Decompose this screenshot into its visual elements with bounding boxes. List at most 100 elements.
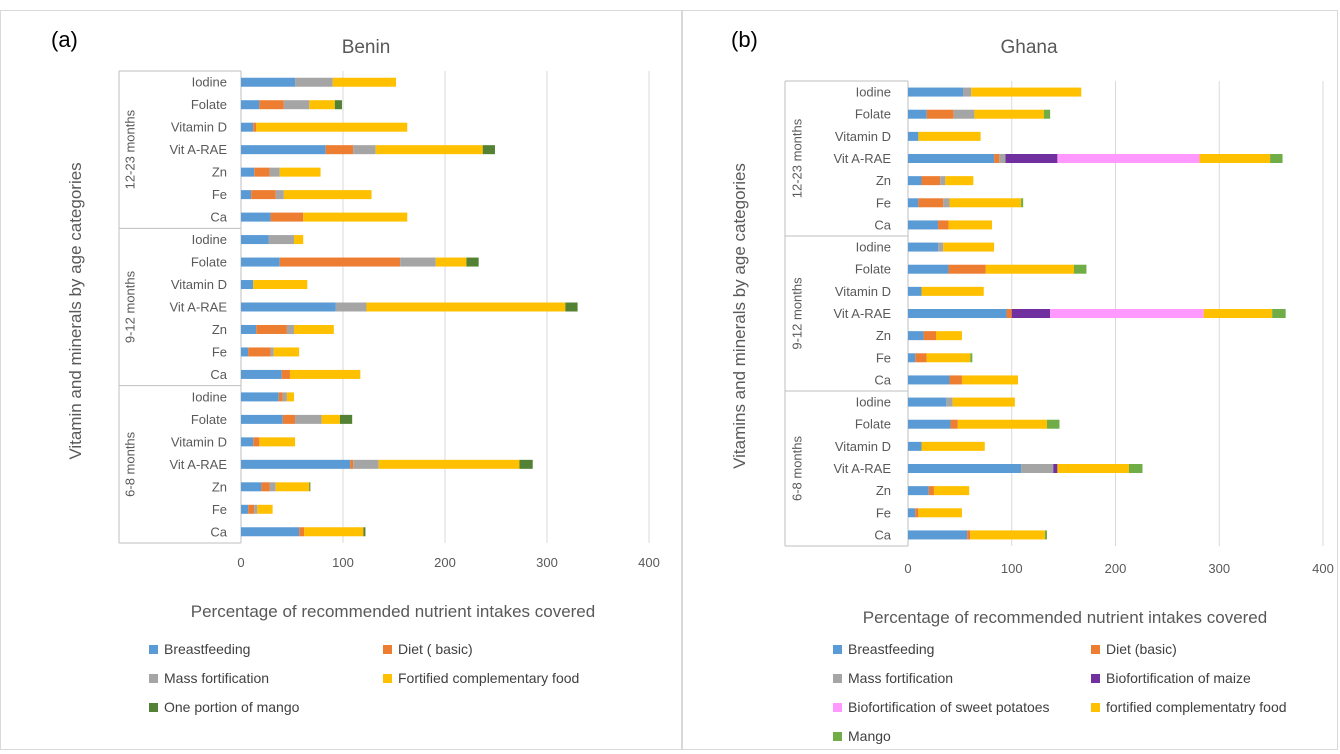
bar-segment [241,369,282,379]
group-label: 12-23 months [789,118,804,198]
category-label: Fe [212,502,227,517]
category-label: Fe [876,195,891,210]
bar-segment [938,242,944,252]
bar-segment [400,257,436,267]
legend-item: Diet (basic) [1091,641,1177,657]
x-tick-label: 100 [1001,561,1023,576]
bar-segment [1047,419,1060,429]
bar-segment [241,235,269,245]
category-label: Zn [876,173,891,188]
x-tick-label: 400 [638,555,660,570]
category-label: Zn [212,479,227,494]
bar-segment [1074,264,1087,274]
legend-swatch [383,673,392,683]
legend-swatch [149,673,158,683]
bar-segment [908,87,963,97]
bar-segment [1057,154,1200,163]
bar-segment [936,331,962,341]
category-label: Folate [855,107,891,122]
panel-label: (a) [51,27,78,52]
category-label: Iodine [192,75,227,90]
bar-segment [282,392,287,402]
bar-segment [908,508,916,518]
bar-segment [335,302,367,312]
legend-item: Mass fortification [149,670,269,686]
bar-segment [908,419,951,429]
bar-segment [279,167,321,177]
bar-segment [294,324,334,334]
category-label: Ca [210,367,227,382]
bar-segment [921,441,985,451]
chart-title: Benin [342,37,391,58]
bar-segment [1199,154,1271,163]
group-label: 12-23 months [122,109,137,189]
category-label: Zn [876,328,891,343]
ghana-chart-svg: Ghana 0 100 200 300 400 12-23 months 9-12 month… [730,37,1334,627]
bar-segment [970,353,973,363]
bar-segment [253,122,257,132]
bar-segment [940,176,946,186]
legend-item: Fortified complementary food [383,670,579,686]
category-label: Ca [874,217,891,232]
y-axis-label: Vitamins and minerals by age categories [730,163,749,469]
bar-segment [273,347,300,357]
bar-segment [241,324,257,334]
bar-segment [957,419,1048,429]
category-label: Iodine [192,389,227,404]
bar-segment [519,459,533,469]
bar-segment [299,527,305,537]
bar-segment [270,212,304,222]
bar-segment [949,198,1022,208]
bar-segment [908,309,1007,318]
bar-segment [915,508,919,518]
category-label: Ca [210,524,227,539]
bar-segment [908,154,995,163]
legend-item: Biofortification of maize [1091,670,1251,686]
bar-segment [908,331,924,341]
bar-segment [339,414,353,424]
category-label: Ca [874,372,891,387]
bar-segment [241,527,300,537]
bar-segment [967,530,971,540]
bar-segment [256,324,287,334]
bar-segment [279,257,401,267]
bar-segment [254,167,270,177]
bar-segment [952,397,1015,407]
bar-segment [248,347,271,357]
bar-segment [283,190,372,200]
bar-segment [241,302,336,312]
legend-label: Biofortification of sweet potatoes [848,699,1050,715]
bar-segment [241,212,271,222]
bar-segment [933,486,970,496]
bar-segment [241,437,254,447]
category-label: Folate [191,412,227,427]
x-tick-label: 0 [904,561,911,576]
category-label: Vit A-RAE [169,300,227,315]
bar-segment [241,77,296,87]
bar-segment [908,486,929,496]
legend-item: Breastfeeding [149,641,250,657]
bar-segment [994,154,1000,163]
bar-segment [1272,309,1286,318]
legend-swatch [833,673,842,683]
bar-segment [928,486,934,496]
category-label: Vitamin D [835,439,891,454]
bar-segment [908,109,927,119]
bar-segment [985,264,1074,274]
bar-segment [278,392,283,402]
bar-segment [1053,464,1058,473]
category-label: Vitamin D [171,277,227,292]
bar-segment [435,257,467,267]
bar-segment [254,504,258,514]
bar-segment [1050,309,1204,318]
bar-segment [350,459,354,469]
bar-segment [353,145,376,155]
category-label: Vit A-RAE [169,457,227,472]
category-label: Vitamin D [171,434,227,449]
category-label: Fe [212,187,227,202]
x-tick-label: 0 [237,555,244,570]
bar-segment [241,122,254,132]
legend-label: Breastfeeding [164,641,251,657]
bar-segment [943,198,950,208]
bar-segment [241,257,280,267]
